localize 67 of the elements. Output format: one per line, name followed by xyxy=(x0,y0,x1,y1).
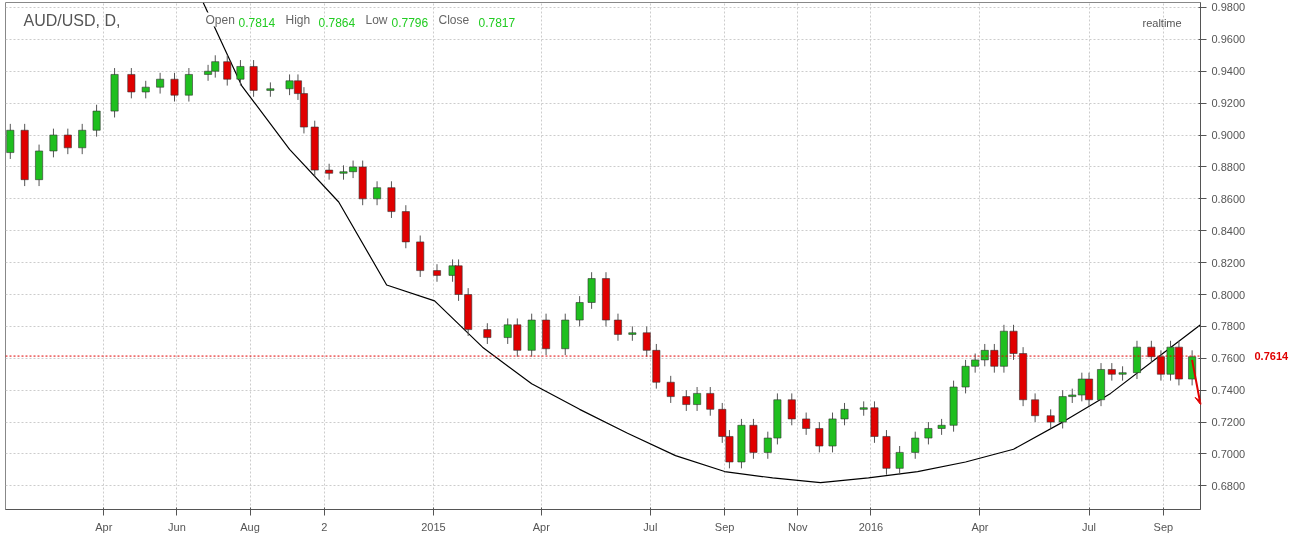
candlestick xyxy=(325,163,334,181)
candlestick xyxy=(184,67,193,103)
candlestick xyxy=(706,386,715,417)
y-tick-label: 0.9600 xyxy=(1211,33,1246,46)
x-tick-label: Sep xyxy=(1153,520,1174,533)
candlestick xyxy=(78,123,87,155)
candlestick xyxy=(156,72,165,95)
y-tick-label: 0.7400 xyxy=(1211,384,1246,397)
candlestick xyxy=(236,59,245,87)
candlestick xyxy=(682,389,691,412)
candlestick xyxy=(483,322,492,345)
y-tick-label: 0.7800 xyxy=(1211,320,1246,333)
candlestick xyxy=(587,271,596,310)
y-tick-label: 0.9800 xyxy=(1211,1,1246,14)
y-tick-label: 0.8200 xyxy=(1211,256,1246,269)
y-tick-label: 0.8800 xyxy=(1211,160,1246,173)
candlestick xyxy=(815,421,824,453)
y-tick-label: 0.6800 xyxy=(1211,479,1246,492)
y-tick-label: 0.9200 xyxy=(1211,97,1246,110)
y-tick-label: 0.8600 xyxy=(1211,192,1246,205)
x-tick-label: Sep xyxy=(714,520,735,533)
y-tick-label: 0.8400 xyxy=(1211,224,1246,237)
candlestick xyxy=(1046,408,1055,429)
candlestick xyxy=(249,59,258,98)
candlestick xyxy=(614,313,622,342)
candlestick xyxy=(373,180,381,206)
candlestick xyxy=(787,392,796,426)
candlestick xyxy=(575,295,584,327)
x-tick-label: Aug xyxy=(240,520,260,533)
candlestick xyxy=(49,128,58,158)
y-tick-label: 0.7200 xyxy=(1211,416,1246,429)
candlestick xyxy=(924,421,933,445)
candlestick xyxy=(170,72,179,103)
candlestick xyxy=(6,123,15,160)
y-tick-label: 0.8000 xyxy=(1211,288,1246,301)
x-tick-label: 2016 xyxy=(858,520,884,533)
y-tick-label: 0.9000 xyxy=(1211,129,1246,142)
candlestick xyxy=(1031,392,1040,423)
y-tick-label: 0.7600 xyxy=(1211,352,1246,365)
candlestick xyxy=(911,431,920,460)
y-tick-label: 0.9400 xyxy=(1211,65,1246,78)
candlestick xyxy=(666,375,675,404)
x-tick-label: Apr xyxy=(532,520,551,533)
x-tick-label: 2 xyxy=(321,520,328,533)
candlestick xyxy=(895,445,904,476)
candlestick xyxy=(433,263,441,283)
candlestick xyxy=(840,402,849,426)
candlestick xyxy=(63,128,72,155)
y-tick-label: 0.7000 xyxy=(1211,448,1246,460)
candlestick xyxy=(223,54,232,87)
x-tick-label: Jul xyxy=(1082,520,1097,533)
x-tick-label: 2015 xyxy=(421,520,446,533)
x-tick-label: Jul xyxy=(643,520,658,533)
x-tick-label: Apr xyxy=(971,520,989,533)
candlestick xyxy=(92,104,101,138)
annotation: realtime xyxy=(1142,16,1182,29)
candlestick xyxy=(127,67,136,99)
x-tick-label: Jun xyxy=(168,520,186,533)
text: Open 0.7814 High 0.7864 Low 0.7796 Close 0.7817 xyxy=(205,12,516,30)
x-tick-label: Nov xyxy=(787,520,809,533)
text: AUD/USD, D, xyxy=(23,11,121,29)
line-series xyxy=(202,2,1201,484)
candlestick xyxy=(802,412,811,436)
candlestick xyxy=(387,180,396,219)
candlestick xyxy=(693,386,702,412)
x-tick-label: Apr xyxy=(95,520,113,533)
ref-line-label: 0.7614 xyxy=(1254,350,1290,363)
